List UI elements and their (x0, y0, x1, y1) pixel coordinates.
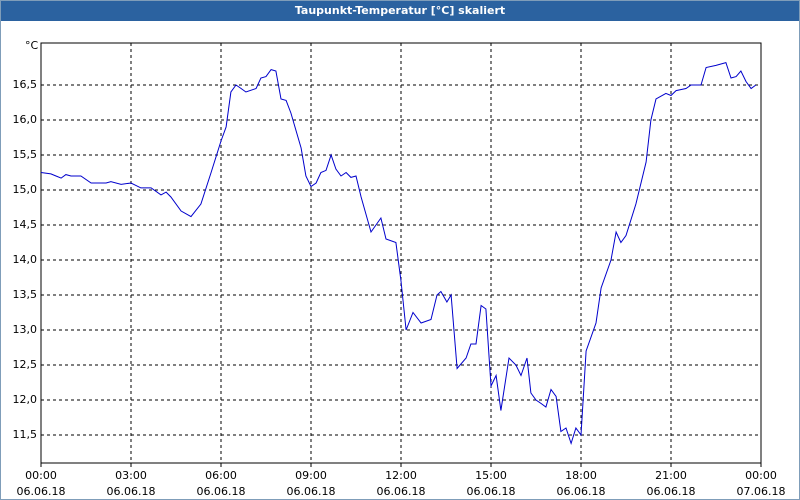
x-tick-label: 03:00 06.06.18 (106, 469, 156, 498)
y-tick-label: 15,0 (13, 183, 38, 196)
line (40, 61, 757, 446)
y-tick-label: 14,5 (13, 218, 38, 231)
y-tick-label: 13,0 (13, 323, 38, 336)
x-tick-label: 09:00 06.06.18 (286, 469, 336, 498)
x-tick-label: 12:00 06.06.18 (376, 469, 426, 498)
x-tick-label: 00:00 06.06.18 (16, 469, 66, 498)
y-tick-label: 12,0 (13, 393, 38, 406)
x-tick-label: 21:00 06.06.18 (646, 469, 696, 498)
y-tick-label: 15,5 (13, 148, 38, 161)
x-tick-label: 18:00 06.06.18 (556, 469, 606, 498)
y-tick-label: 16,0 (13, 113, 38, 126)
x-tick-label: 15:00 06.06.18 (466, 469, 516, 498)
title-bar: Taupunkt-Temperatur [°C] skaliert (1, 1, 799, 21)
y-tick-label: 11,5 (13, 428, 38, 441)
y-tick-label: 14,0 (13, 253, 38, 266)
x-tick-label: 00:00 07.06.18 (736, 469, 786, 498)
y-tick-label: 13,5 (13, 288, 38, 301)
y-tick-label: 16,5 (13, 78, 38, 91)
y-tick-label: 12,5 (13, 358, 38, 371)
plot-frame (40, 42, 762, 464)
x-tick-label: 06:00 06.06.18 (196, 469, 246, 498)
y-unit: °C (25, 39, 39, 52)
